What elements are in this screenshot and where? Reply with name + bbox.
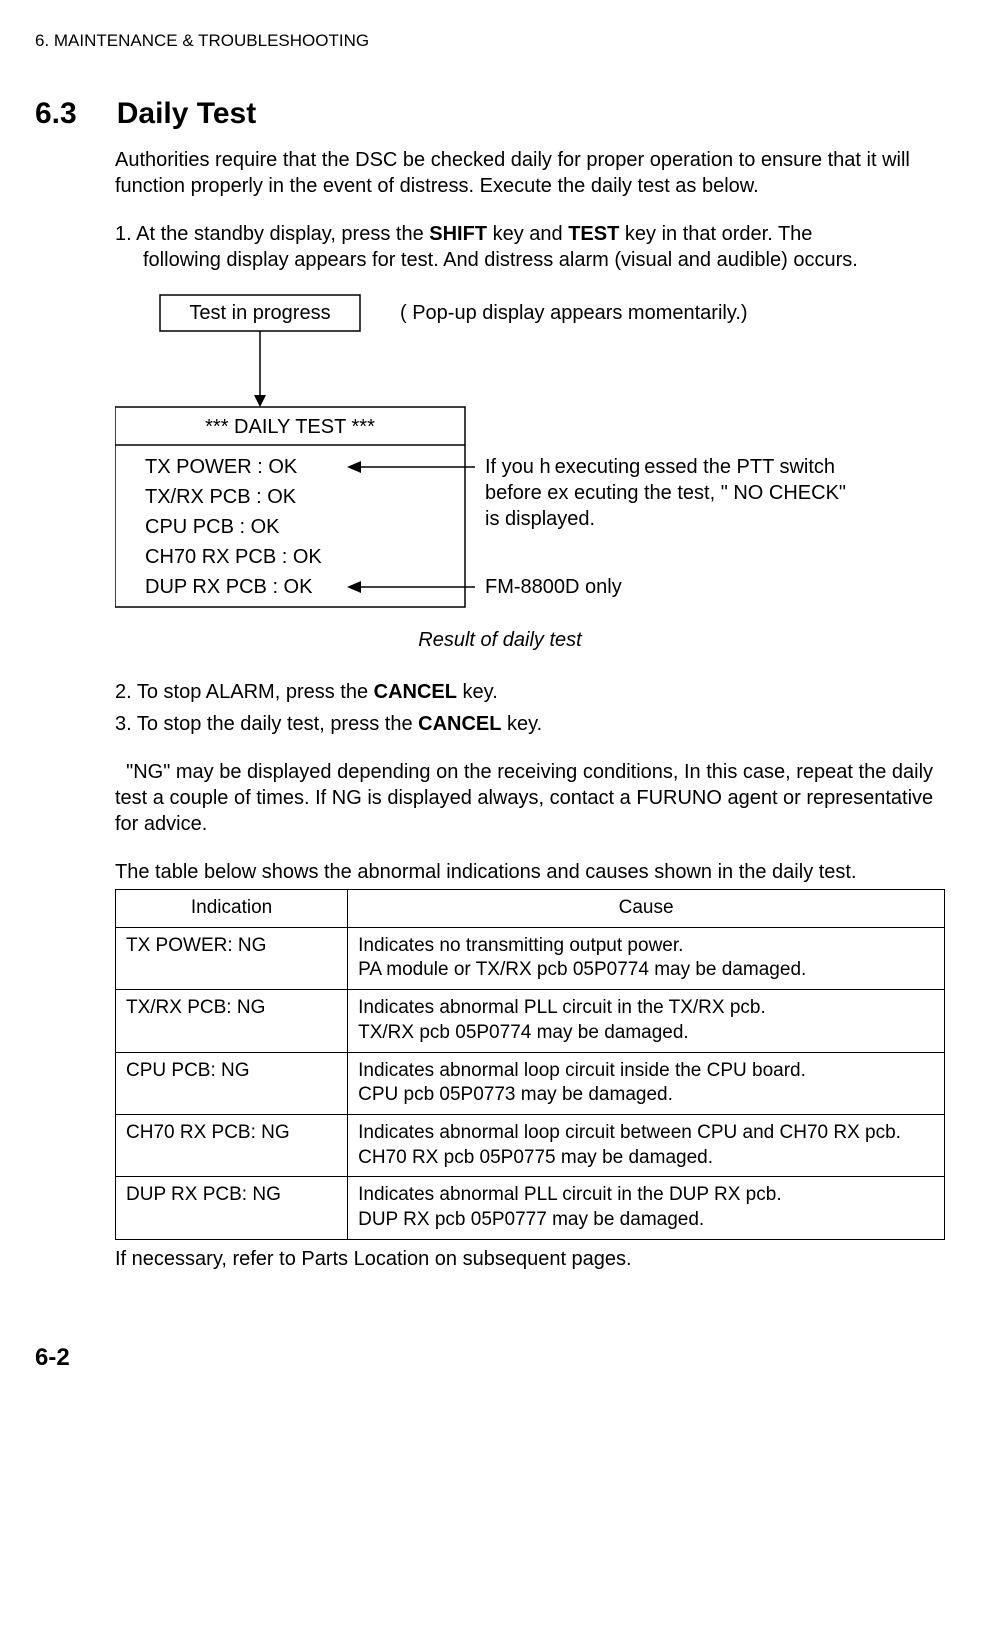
page-number: 6-2	[35, 1342, 945, 1373]
diagram-caption: Result of daily test	[55, 627, 945, 653]
section-name: Daily Test	[117, 94, 257, 133]
table-row: CH70 RX PCB: NG Indicates abnormal loop …	[116, 1114, 945, 1176]
col-indication: Indication	[116, 890, 348, 928]
indication-table: Indication Cause TX POWER: NG Indicates …	[115, 889, 945, 1240]
section-number: 6.3	[35, 94, 77, 133]
table-row: TX POWER: NG Indicates no transmitting o…	[116, 927, 945, 989]
diagram: Test in progress ( Pop-up display appear…	[115, 289, 945, 653]
step-3: 3. To stop the daily test, press the CAN…	[115, 711, 945, 737]
note2: FM-8800D only	[485, 576, 622, 598]
step-2: 2. To stop ALARM, press the CANCEL key.	[115, 679, 945, 705]
table-row: DUP RX PCB: NG Indicates abnormal PLL ci…	[116, 1177, 945, 1239]
page-header: 6. MAINTENANCE & TROUBLESHOOTING	[35, 30, 945, 52]
note1-line2: before ex ecuting the test, " NO CHECK"	[485, 482, 846, 504]
intro-paragraph: Authorities require that the DSC be chec…	[115, 147, 945, 199]
note1-line1: If you hexecutingessed the PTT switch	[485, 456, 835, 478]
panel-title: *** DAILY TEST ***	[205, 416, 375, 438]
test-in-progress-label: Test in progress	[189, 302, 330, 324]
table-intro: The table below shows the abnormal indic…	[115, 859, 945, 885]
footer-note: If necessary, refer to Parts Location on…	[115, 1246, 945, 1272]
popup-note: ( Pop-up display appears momentarily.)	[400, 302, 748, 324]
line-txrx-pcb: TX/RX PCB : OK	[145, 486, 297, 508]
step-1: 1. At the standby display, press the SHI…	[115, 221, 945, 273]
col-cause: Cause	[348, 890, 945, 928]
ng-paragraph: "NG" may be displayed depending on the r…	[115, 759, 945, 837]
table-row: CPU PCB: NG Indicates abnormal loop circ…	[116, 1052, 945, 1114]
table-row: TX/RX PCB: NG Indicates abnormal PLL cir…	[116, 990, 945, 1052]
line-tx-power: TX POWER : OK	[145, 456, 298, 478]
line-cpu-pcb: CPU PCB : OK	[145, 516, 280, 538]
line-ch70: CH70 RX PCB : OK	[145, 546, 322, 568]
note1-line3: is displayed.	[485, 508, 595, 530]
line-dup: DUP RX PCB : OK	[145, 576, 313, 598]
section-title: 6.3 Daily Test	[35, 94, 945, 133]
